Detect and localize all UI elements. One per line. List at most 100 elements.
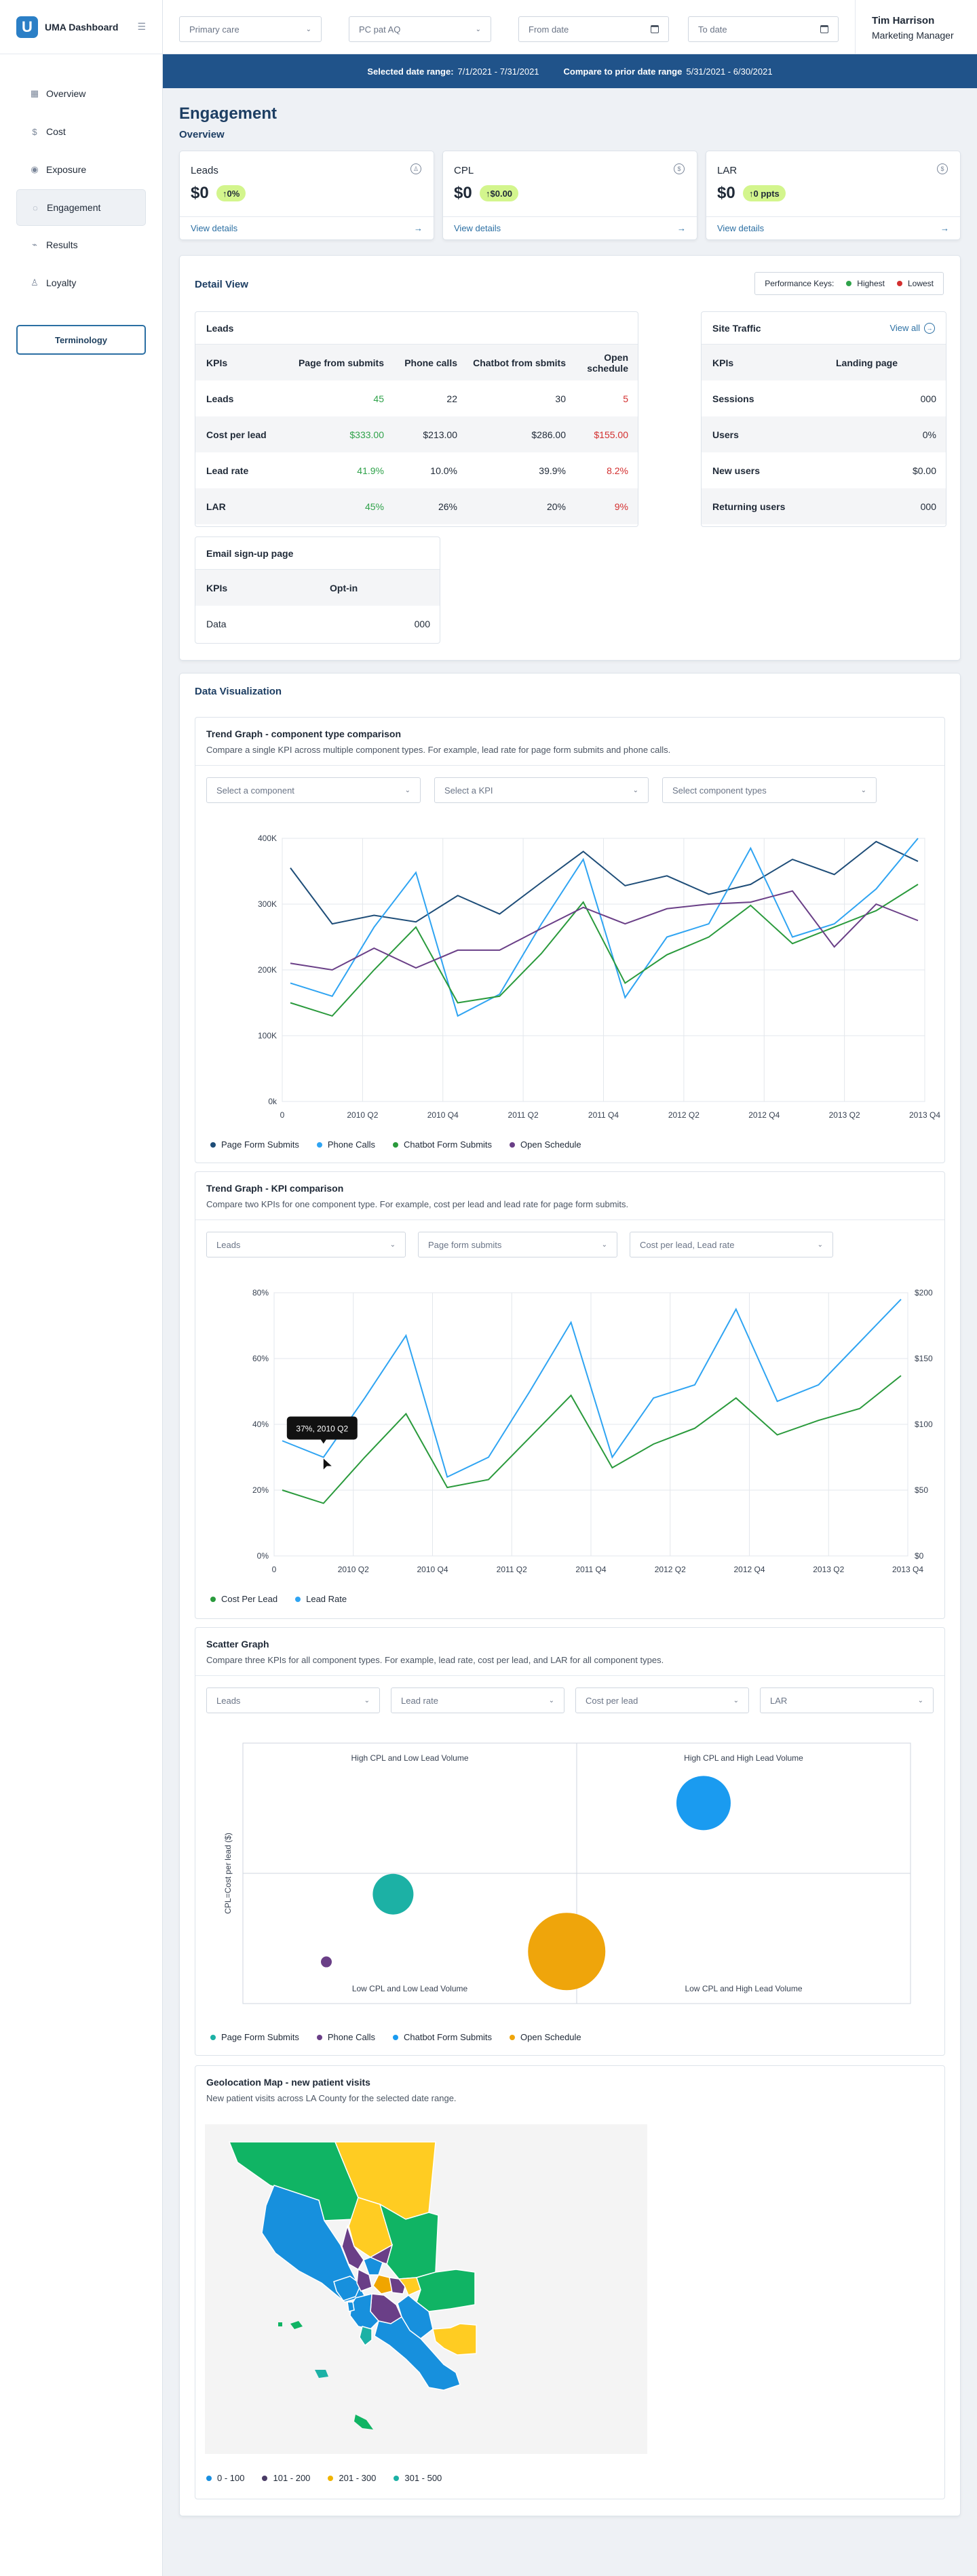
legend-item[interactable]: Chatbot Form Submits bbox=[392, 2032, 493, 2042]
to-date-input[interactable]: To date bbox=[688, 16, 839, 42]
component-select[interactable]: Select a component ⌄ bbox=[206, 777, 421, 803]
table-header: KPIs Page from submits Phone calls Chatb… bbox=[195, 345, 638, 380]
calendar-icon bbox=[651, 25, 659, 33]
legend-dot bbox=[210, 2034, 216, 2040]
trend-graph-component-panel: Trend Graph - component type comparison … bbox=[195, 717, 945, 1163]
map-region bbox=[290, 2321, 303, 2329]
cost-per-lead-select[interactable]: Cost per lead ⌄ bbox=[575, 1687, 749, 1713]
lead-rate-select[interactable]: Lead rate ⌄ bbox=[391, 1687, 564, 1713]
sidebar-item-label: Cost bbox=[46, 126, 66, 137]
table-cell: 5 bbox=[623, 393, 628, 404]
kpi-change: 0% bbox=[227, 188, 240, 199]
eye-icon: ◉ bbox=[31, 164, 39, 174]
sidebar-item-results[interactable]: ⌁ Results bbox=[16, 226, 146, 264]
sidebar-item-cost[interactable]: $ Cost bbox=[16, 113, 146, 151]
view-details-link[interactable]: View details → bbox=[443, 216, 697, 239]
chart-legend: Page Form Submits Phone Calls Chatbot Form… bbox=[210, 1139, 581, 1150]
select-placeholder: Select a KPI bbox=[444, 785, 493, 796]
sidebar-item-exposure[interactable]: ◉ Exposure bbox=[16, 151, 146, 189]
legend-item[interactable]: Open Schedule bbox=[510, 2032, 581, 2042]
user-profile[interactable]: Tim Harrison Marketing Manager bbox=[855, 0, 977, 54]
view-details-label: View details bbox=[717, 223, 765, 233]
view-details-link[interactable]: View details → bbox=[706, 216, 960, 239]
sidebar-item-engagement[interactable]: ◌ Engagement bbox=[16, 189, 146, 226]
kpi-change-badge: ↑ 0% bbox=[216, 185, 246, 201]
map-region bbox=[363, 2257, 383, 2276]
legend-item[interactable]: Page Form Submits bbox=[210, 2032, 299, 2042]
series-line bbox=[282, 1375, 902, 1504]
arrow-up-icon: ↑ bbox=[749, 188, 754, 199]
care-select[interactable]: Primary care ⌄ bbox=[179, 16, 322, 42]
table-cell: $286.00 bbox=[531, 429, 566, 440]
view-details-label: View details bbox=[454, 223, 501, 233]
kpis-select[interactable]: Cost per lead, Lead rate ⌄ bbox=[630, 1232, 833, 1257]
legend-item[interactable]: Lead Rate bbox=[295, 1594, 347, 1604]
chevron-down-icon: ⌄ bbox=[475, 25, 481, 33]
panel-title: Scatter Graph bbox=[206, 1639, 269, 1650]
arrow-right-icon: → bbox=[924, 322, 935, 334]
terminology-button[interactable]: Terminology bbox=[16, 325, 146, 355]
legend-label: Chatbot Form Submits bbox=[403, 2032, 493, 2042]
leads-select[interactable]: Leads ⌄ bbox=[206, 1687, 380, 1713]
legend-item[interactable]: 301 - 500 bbox=[394, 2473, 442, 2483]
legend-item[interactable]: Phone Calls bbox=[316, 1139, 375, 1150]
legend-dot bbox=[510, 1141, 516, 1148]
compare-range-value: 5/31/2021 - 6/30/2021 bbox=[686, 66, 773, 77]
legend-label: Open Schedule bbox=[520, 1139, 581, 1150]
lar-select[interactable]: LAR ⌄ bbox=[760, 1687, 934, 1713]
legend-item[interactable]: 201 - 300 bbox=[328, 2473, 376, 2483]
kpi-value: $0 bbox=[454, 184, 472, 202]
select-value: Leads bbox=[216, 1239, 241, 1250]
chevron-down-icon: ⌄ bbox=[733, 1696, 739, 1704]
map-region bbox=[356, 2268, 372, 2292]
legend-item[interactable]: Open Schedule bbox=[510, 1139, 581, 1150]
y-tick-label: 400K bbox=[258, 834, 277, 843]
detail-view-title: Detail View bbox=[195, 279, 248, 290]
column-header: KPIs bbox=[206, 357, 228, 368]
legend-item[interactable]: Page Form Submits bbox=[210, 1139, 299, 1150]
data-visualization-section: Data Visualization Trend Graph - compone… bbox=[179, 673, 961, 2516]
column-header: Chatbot from sbmits bbox=[473, 357, 566, 368]
brand: U UMA Dashboard ☰ bbox=[0, 0, 162, 54]
map-legend: 0 - 100 101 - 200 201 - 300 301 - 500 bbox=[206, 2473, 442, 2483]
table-cell: $155.00 bbox=[594, 429, 628, 440]
column-header: Phone calls bbox=[404, 357, 457, 368]
quadrant-label: Low CPL and High Lead Volume bbox=[685, 1984, 802, 1993]
column-header: Landing page bbox=[836, 357, 898, 368]
sidebar-item-loyalty[interactable]: ♙ Loyalty bbox=[16, 264, 146, 302]
view-all-link[interactable]: View all → bbox=[889, 322, 935, 334]
from-date-input[interactable]: From date bbox=[518, 16, 669, 42]
component-select[interactable]: Page form submits ⌄ bbox=[418, 1232, 617, 1257]
kpi-value: $0 bbox=[717, 184, 735, 202]
legend-item[interactable]: 101 - 200 bbox=[262, 2473, 310, 2483]
component-types-select[interactable]: Select component types ⌄ bbox=[662, 777, 877, 803]
table-cell: 26% bbox=[438, 501, 457, 512]
y-tick-label: 100K bbox=[258, 1031, 277, 1040]
table-cell: 000 bbox=[920, 501, 936, 512]
trend-kpi-chart: 0% 20% 40% 60% 80% $0 $50 $100 $150 $200 0 2010 Q2 2… bbox=[252, 1288, 933, 1574]
arrow-right-icon: → bbox=[677, 223, 686, 233]
legend-item[interactable]: Chatbot Form Submits bbox=[392, 1139, 492, 1150]
detail-view-section: Detail View Performance Keys: Highest Lo… bbox=[179, 255, 961, 661]
view-details-link[interactable]: View details → bbox=[180, 216, 434, 239]
scatter-bubble bbox=[676, 1776, 731, 1831]
x-tick-label: 2012 Q2 bbox=[655, 1565, 686, 1574]
view-all-label: View all bbox=[889, 323, 920, 333]
tooltip-pointer bbox=[320, 1439, 326, 1444]
panel-description: Compare a single KPI across multiple com… bbox=[206, 745, 671, 755]
map-region bbox=[354, 2415, 373, 2429]
kpi-change-badge: ↑ $0.00 bbox=[480, 185, 519, 201]
sidebar-item-overview[interactable]: ▦ Overview bbox=[16, 75, 146, 113]
legend-item[interactable]: Phone Calls bbox=[316, 2032, 375, 2042]
pc-select[interactable]: PC pat AQ ⌄ bbox=[349, 16, 491, 42]
sidebar-item-label: Overview bbox=[46, 88, 86, 99]
column-header: Opt-in bbox=[330, 582, 358, 593]
map-region bbox=[278, 2322, 282, 2326]
leads-select[interactable]: Leads ⌄ bbox=[206, 1232, 406, 1257]
legend-item[interactable]: Cost Per Lead bbox=[210, 1594, 277, 1604]
menu-icon[interactable]: ☰ bbox=[137, 21, 146, 32]
select-placeholder: Select component types bbox=[672, 785, 767, 796]
legend-item[interactable]: 0 - 100 bbox=[206, 2473, 244, 2483]
view-details-label: View details bbox=[191, 223, 238, 233]
kpi-select[interactable]: Select a KPI ⌄ bbox=[434, 777, 649, 803]
